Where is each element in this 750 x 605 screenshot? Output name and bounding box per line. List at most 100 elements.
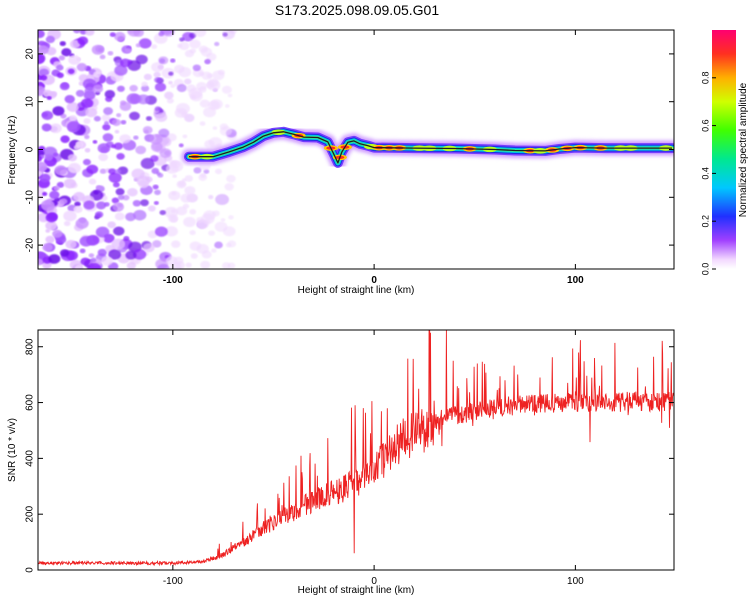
noise-blob bbox=[175, 261, 186, 269]
noise-blob bbox=[181, 112, 188, 118]
noise-blob bbox=[172, 174, 177, 179]
snr-y-tick-label: 600 bbox=[25, 394, 36, 411]
spectrogram-y-label: Frequency (Hz) bbox=[7, 116, 18, 185]
noise-blob bbox=[114, 129, 120, 134]
noise-blob bbox=[164, 226, 178, 237]
noise-blob bbox=[140, 199, 149, 207]
noise-blob bbox=[159, 210, 166, 216]
noise-blob bbox=[184, 78, 192, 85]
noise-blob bbox=[141, 85, 150, 92]
noise-blob bbox=[212, 70, 225, 81]
noise-blob bbox=[178, 180, 186, 187]
noise-blob bbox=[73, 191, 85, 202]
noise-blob bbox=[190, 253, 198, 259]
noise-blob bbox=[104, 121, 109, 126]
noise-blob bbox=[80, 98, 94, 109]
noise-blob bbox=[63, 178, 77, 189]
spectrogram-y-tick-label: 20 bbox=[25, 48, 36, 60]
noise-blob bbox=[123, 236, 130, 241]
noise-blob bbox=[108, 172, 122, 183]
noise-blob bbox=[176, 206, 188, 216]
spectrogram-x-tick-label: -100 bbox=[163, 275, 183, 286]
noise-blob bbox=[99, 168, 107, 174]
snr-panel: -100 0 100 0 200 400 600 800 Height of straight… bbox=[7, 329, 675, 596]
noise-blob bbox=[87, 262, 102, 269]
noise-blob bbox=[161, 67, 175, 79]
noise-blob bbox=[113, 142, 124, 150]
noise-blob bbox=[56, 181, 65, 188]
noise-blob bbox=[129, 84, 138, 92]
snr-x-tick-label: 100 bbox=[567, 576, 584, 587]
noise-blob bbox=[79, 236, 93, 247]
noise-blob bbox=[168, 71, 174, 76]
colorbar-tick-label: 0.8 bbox=[700, 72, 710, 85]
noise-blob bbox=[74, 201, 81, 207]
spectrogram-y-tick-label: 10 bbox=[25, 96, 36, 108]
noise-blob bbox=[221, 30, 235, 40]
noise-blob bbox=[137, 94, 150, 105]
doppler-trace-line bbox=[188, 131, 672, 164]
noise-blob bbox=[127, 188, 138, 197]
noise-blob bbox=[104, 90, 116, 99]
noise-blob bbox=[115, 169, 122, 175]
noise-blob bbox=[215, 193, 230, 206]
noise-blob bbox=[38, 258, 44, 266]
colorbar: 0.0 0.2 0.4 0.6 0.8 Normalized spectral ampl… bbox=[700, 30, 749, 275]
snr-axes: -100 0 100 0 200 400 600 800 bbox=[25, 330, 674, 587]
snr-y-tick-label: 400 bbox=[25, 450, 36, 467]
noise-blob bbox=[141, 81, 148, 87]
noise-blob bbox=[171, 209, 177, 214]
noise-blob bbox=[132, 199, 141, 207]
snr-y-tick-label: 200 bbox=[25, 505, 36, 522]
noise-blob bbox=[68, 55, 81, 65]
noise-blob bbox=[38, 145, 46, 152]
noise-blob bbox=[193, 167, 202, 174]
noise-blob bbox=[164, 91, 174, 100]
noise-blob bbox=[44, 154, 54, 161]
noise-blob bbox=[46, 95, 52, 100]
noise-blob bbox=[211, 248, 217, 253]
noise-blob bbox=[38, 251, 45, 261]
noise-blob bbox=[167, 214, 179, 223]
noise-blob bbox=[227, 93, 233, 98]
noise-blob bbox=[114, 65, 128, 76]
noise-blob bbox=[157, 172, 164, 178]
noise-blob bbox=[56, 72, 64, 79]
noise-blob bbox=[97, 143, 111, 154]
snr-frame bbox=[37, 329, 675, 571]
noise-blob bbox=[95, 226, 110, 238]
noise-blob bbox=[69, 39, 81, 49]
noise-blob bbox=[101, 256, 113, 266]
snr-x-tick-label: -100 bbox=[163, 576, 183, 587]
noise-blob bbox=[189, 209, 197, 215]
noise-blob bbox=[145, 116, 152, 121]
noise-blob bbox=[222, 32, 228, 37]
noise-blob bbox=[42, 89, 53, 98]
noise-blob bbox=[88, 178, 97, 185]
noise-blob bbox=[170, 58, 176, 63]
noise-blob bbox=[154, 226, 168, 237]
noise-blob bbox=[93, 71, 102, 78]
noise-blob bbox=[40, 199, 55, 211]
noise-blob bbox=[173, 64, 185, 74]
noise-blob bbox=[77, 36, 89, 45]
noise-blob bbox=[52, 106, 65, 116]
noise-blob bbox=[222, 226, 236, 237]
noise-blob bbox=[82, 158, 91, 166]
noise-blob bbox=[38, 155, 42, 162]
noise-blob bbox=[115, 188, 125, 196]
noise-blob bbox=[199, 99, 210, 108]
noise-blob bbox=[220, 218, 226, 222]
noise-blob bbox=[200, 260, 211, 269]
noise-blob bbox=[212, 126, 218, 130]
noise-blob bbox=[69, 115, 77, 122]
noise-blob bbox=[111, 118, 121, 127]
colorbar-tick-label: 0.0 bbox=[700, 263, 710, 276]
noise-blob bbox=[119, 58, 131, 68]
noise-blob bbox=[125, 212, 136, 222]
noise-blob bbox=[159, 58, 166, 64]
noise-blob bbox=[114, 31, 126, 42]
noise-blob bbox=[59, 41, 66, 47]
